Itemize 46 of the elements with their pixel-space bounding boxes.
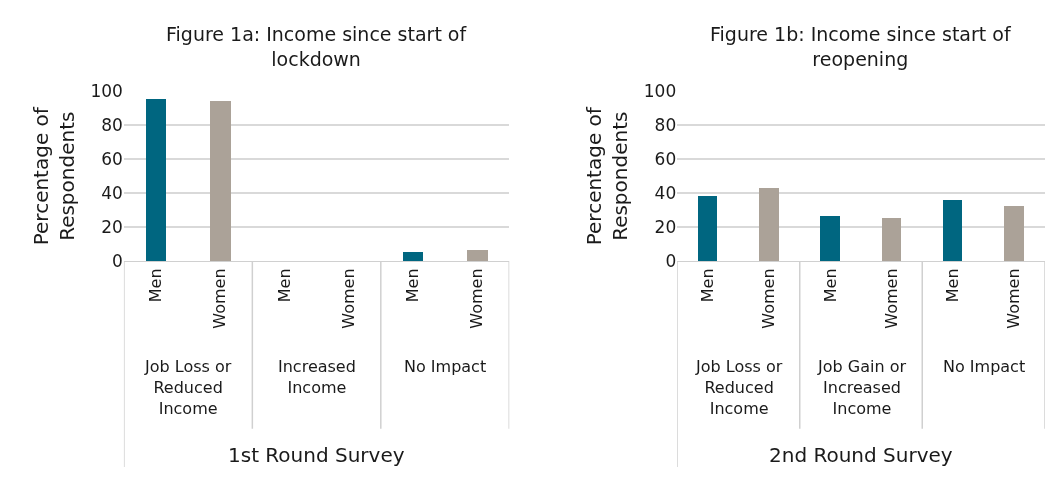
x-tick-label: Women xyxy=(338,268,358,329)
y-tick-label: 40 xyxy=(654,183,677,204)
bar xyxy=(820,216,841,262)
y-tick-label: 100 xyxy=(643,81,677,102)
y-tick-label: 40 xyxy=(101,183,123,204)
y-tick-label: 20 xyxy=(654,217,677,238)
y-tick-label: 80 xyxy=(654,115,677,136)
x-tick-label: Women xyxy=(467,268,487,329)
y-axis-title: Percentage of Respondents xyxy=(28,106,79,246)
bar xyxy=(882,218,902,262)
y-tick-label: 80 xyxy=(101,115,123,136)
y-tick-label: 0 xyxy=(665,250,677,271)
y-tick-label: 60 xyxy=(101,149,123,170)
y-tick-label: 0 xyxy=(112,250,123,271)
x-tick-label: Men xyxy=(820,268,840,303)
x-tick-label: Women xyxy=(759,268,779,329)
y-tick-label: 20 xyxy=(101,217,123,238)
y-tick-label: 60 xyxy=(654,149,677,170)
x-tick-label: Men xyxy=(698,268,718,303)
bar xyxy=(145,99,166,262)
bar xyxy=(759,188,780,262)
bar xyxy=(402,252,423,262)
text: Job Loss or Reduced Income xyxy=(695,357,783,418)
chart-title: Figure 1a: Income since start of lockdown xyxy=(166,23,468,70)
bar xyxy=(698,196,718,262)
x-tick-label: Women xyxy=(1004,268,1024,329)
bar xyxy=(943,200,963,262)
bar xyxy=(1004,206,1025,262)
bar xyxy=(466,250,488,262)
x-axis-title: 2nd Round Survey xyxy=(769,443,953,467)
y-axis-title: Percentage of Respondents xyxy=(582,106,633,246)
x-tick-label: Women xyxy=(210,268,230,329)
y-tick-label: 100 xyxy=(90,81,123,102)
text: No Impact xyxy=(404,357,487,376)
x-tick-label: Men xyxy=(146,268,166,303)
x-tick-label: Men xyxy=(274,268,294,303)
x-tick-label: Men xyxy=(943,268,963,303)
x-axis-title: 1st Round Survey xyxy=(228,443,405,467)
text: Increased Income xyxy=(278,357,356,397)
chart-title: Figure 1b: Income since start of reopening xyxy=(710,23,1012,70)
bar xyxy=(209,101,231,262)
x-tick-label: Men xyxy=(403,268,423,303)
text: No Impact xyxy=(943,357,1026,376)
text: Job Loss or Reduced Income xyxy=(144,357,232,418)
text: Job Gain or Increased Income xyxy=(817,357,907,418)
x-tick-label: Women xyxy=(881,268,901,329)
